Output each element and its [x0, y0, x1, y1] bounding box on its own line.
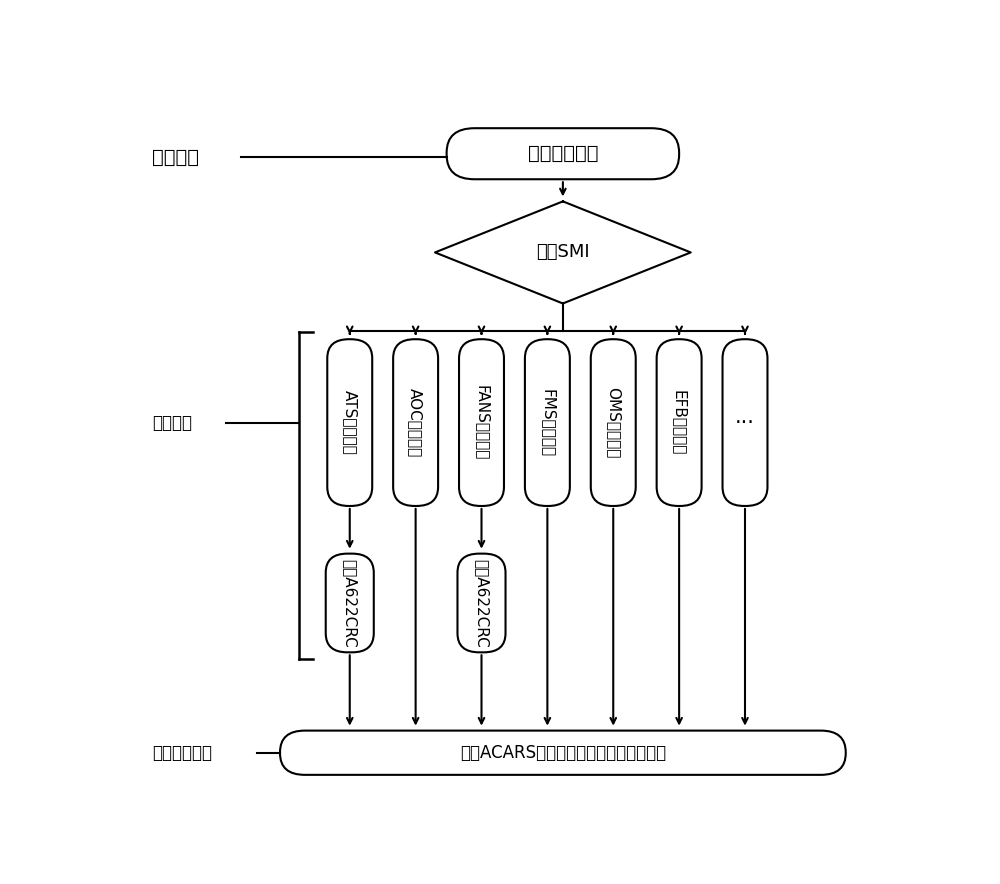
Text: 识别SMI: 识别SMI — [536, 243, 590, 262]
FancyBboxPatch shape — [393, 339, 438, 506]
FancyBboxPatch shape — [723, 339, 767, 506]
FancyBboxPatch shape — [525, 339, 570, 506]
Text: 发送路由终端: 发送路由终端 — [152, 743, 212, 762]
Text: 添加A622CRC: 添加A622CRC — [474, 559, 489, 647]
FancyBboxPatch shape — [591, 339, 636, 506]
Text: ···: ··· — [735, 413, 755, 432]
Text: 点击发送按鈕: 点击发送按鈕 — [528, 144, 598, 164]
Text: 编组模块: 编组模块 — [152, 414, 192, 431]
Polygon shape — [435, 202, 691, 303]
Text: FANS编组报文: FANS编组报文 — [474, 385, 489, 461]
FancyBboxPatch shape — [657, 339, 702, 506]
Text: 通过ACARS协议栈发送到对应的机载终端: 通过ACARS协议栈发送到对应的机载终端 — [460, 743, 666, 762]
Text: 添加A622CRC: 添加A622CRC — [342, 559, 357, 647]
FancyBboxPatch shape — [457, 553, 506, 652]
Text: OMS编组报文: OMS编组报文 — [606, 387, 621, 458]
FancyBboxPatch shape — [326, 553, 374, 652]
FancyBboxPatch shape — [280, 730, 846, 775]
FancyBboxPatch shape — [447, 128, 679, 179]
Text: EFB编组报文: EFB编组报文 — [672, 390, 687, 455]
Text: ATS编组报文: ATS编组报文 — [342, 390, 357, 455]
FancyBboxPatch shape — [459, 339, 504, 506]
Text: FMS编组报文: FMS编组报文 — [540, 389, 555, 457]
Text: 输入终端: 输入终端 — [152, 148, 199, 166]
Text: AOC编组报文: AOC编组报文 — [408, 388, 423, 457]
FancyBboxPatch shape — [327, 339, 372, 506]
